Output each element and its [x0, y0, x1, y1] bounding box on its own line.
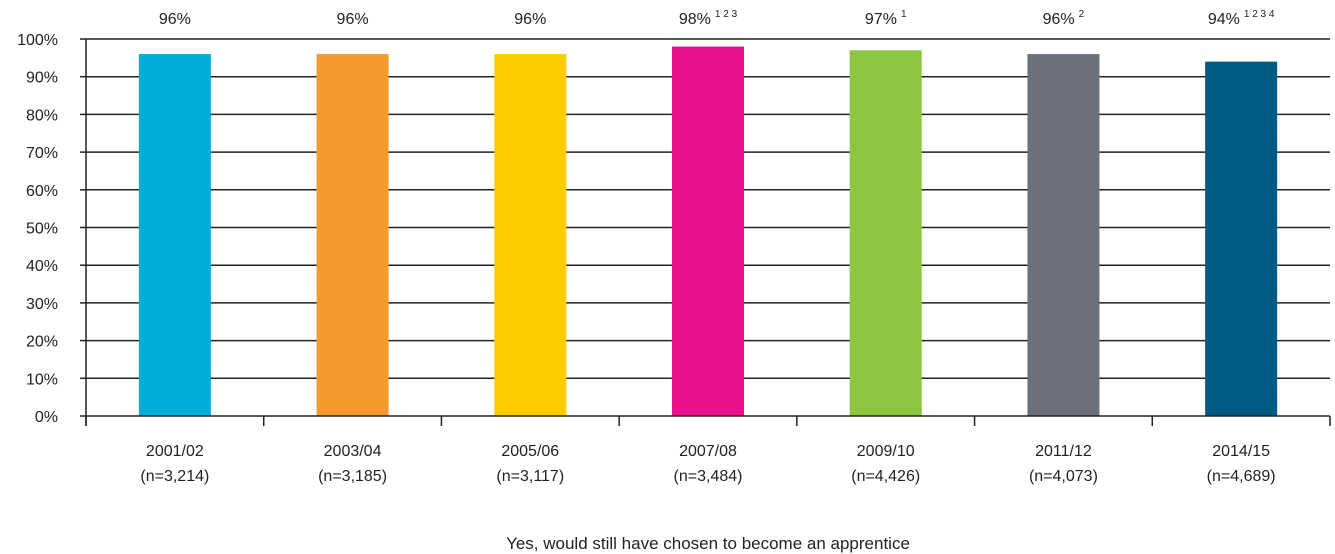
bar — [494, 54, 567, 416]
bars — [138, 46, 1278, 417]
y-tick-label: 0% — [35, 409, 58, 426]
data-label-value: 96% — [514, 11, 546, 28]
legend-label: Yes, would still have chosen to become a… — [506, 534, 910, 553]
category-label: 2005/06 — [501, 443, 559, 460]
data-label: 96% — [159, 11, 191, 28]
y-tick-label: 90% — [26, 70, 58, 87]
category-label: 2001/02 — [146, 443, 204, 460]
data-label-footnote: 2 — [1079, 9, 1085, 20]
data-label: 96% — [514, 11, 546, 28]
sample-size-label: (n=3,214) — [140, 468, 209, 485]
data-label-value: 97% — [865, 11, 897, 28]
category-label: 2003/04 — [324, 443, 382, 460]
sample-size-label: (n=3,185) — [318, 468, 387, 485]
category-label: 2009/10 — [857, 443, 915, 460]
y-tick-label: 30% — [26, 296, 58, 313]
sample-size-label: (n=4,426) — [851, 468, 920, 485]
y-tick-label: 40% — [26, 258, 58, 275]
bar — [672, 46, 744, 416]
data-label: 97% 1 — [865, 9, 907, 28]
data-label: 96% — [337, 11, 369, 28]
y-tick-label: 20% — [26, 334, 58, 351]
y-tick-label: 50% — [26, 221, 58, 238]
y-tick-label: 80% — [26, 107, 58, 124]
data-label-value: 96% — [337, 11, 369, 28]
sample-size-label: (n=4,073) — [1029, 468, 1098, 485]
bar — [1027, 54, 1100, 416]
bar — [138, 54, 211, 416]
bar — [316, 54, 389, 416]
y-tick-label: 70% — [26, 145, 58, 162]
y-tick-label: 60% — [26, 183, 58, 200]
data-label: 98% 1 2 3 — [679, 9, 738, 28]
data-label-value: 94% — [1208, 11, 1240, 28]
legend: Yes, would still have chosen to become a… — [506, 534, 910, 553]
bar — [849, 50, 922, 417]
sample-size-label: (n=3,484) — [674, 468, 743, 485]
data-label: 96% 2 — [1043, 9, 1085, 28]
sample-size-label: (n=4,689) — [1207, 468, 1276, 485]
data-label-footnote: 1 2 3 4 — [1244, 9, 1275, 20]
y-axis: 0% 10% 20% 30% 40% 50% 60% 70% 80% 90% 100% — [17, 32, 87, 426]
data-label-value: 98% — [679, 11, 711, 28]
category-label: 2011/12 — [1035, 443, 1092, 460]
category-label: 2014/15 — [1212, 443, 1270, 460]
bar — [1205, 61, 1278, 417]
data-label: 94% 1 2 3 4 — [1208, 9, 1275, 28]
data-label-value: 96% — [159, 11, 191, 28]
x-axis: 2001/02 (n=3,214) 2003/04 (n=3,185) 2005/06 (… — [85, 415, 1331, 485]
data-labels: 96% 96% 96% 98% 1 2 3 97% 1 96% 2 94% 1 2 3 4 — [159, 9, 1275, 28]
data-label-value: 96% — [1043, 11, 1075, 28]
y-tick-label: 10% — [26, 371, 58, 388]
category-label: 2007/08 — [679, 443, 737, 460]
sample-size-label: (n=3,117) — [496, 468, 564, 485]
data-label-footnote: 1 — [901, 9, 907, 20]
y-tick-label: 100% — [17, 32, 58, 49]
data-label-footnote: 1 2 3 — [715, 9, 738, 20]
